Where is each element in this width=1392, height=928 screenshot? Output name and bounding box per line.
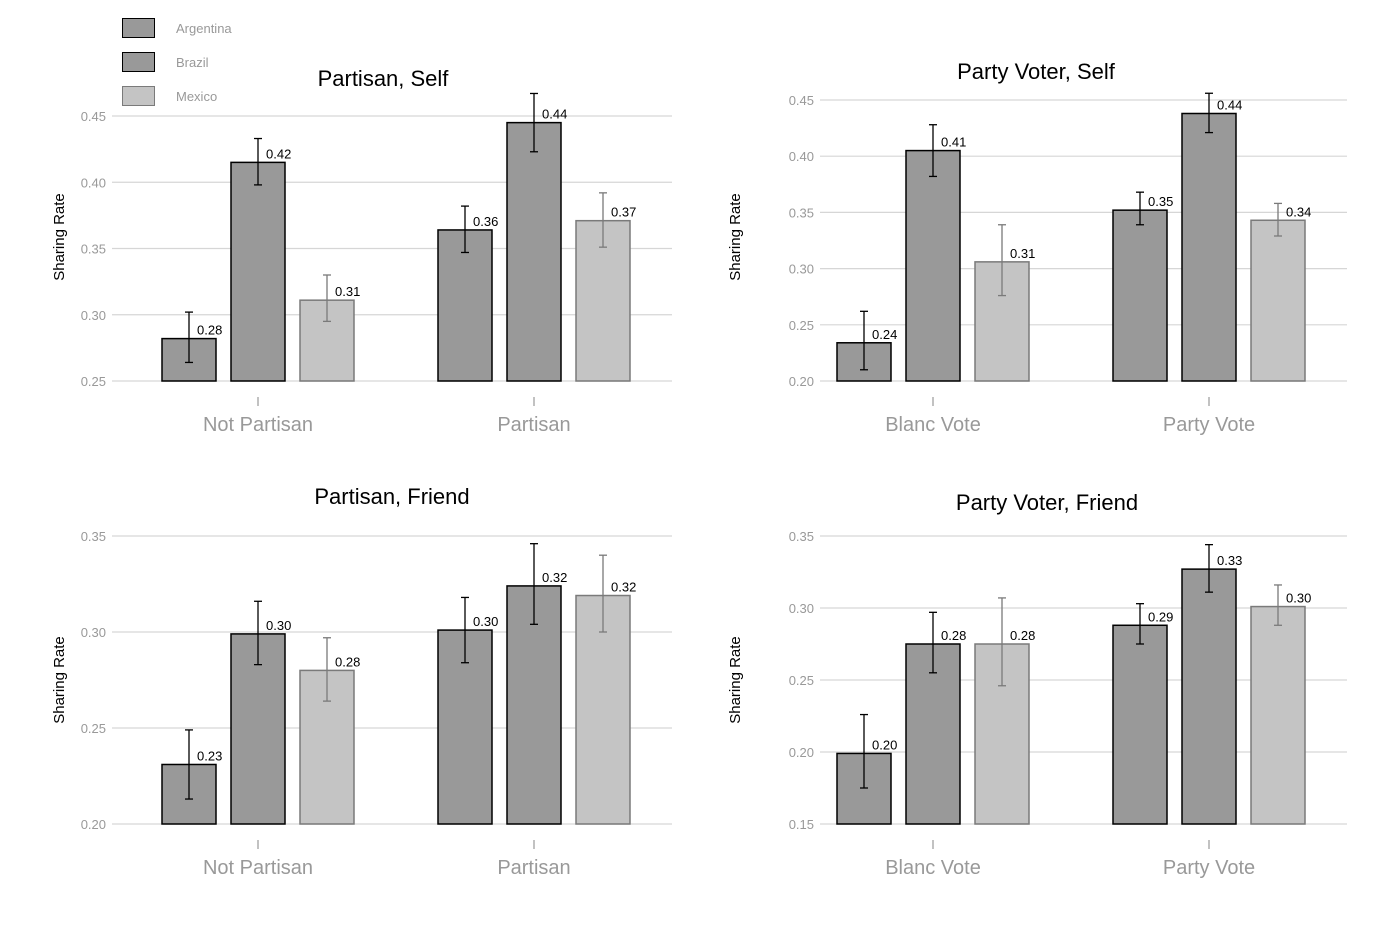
legend-swatch-mexico bbox=[122, 86, 155, 106]
data-label-mexico: 0.34 bbox=[1286, 204, 1311, 219]
data-label-argentina: 0.29 bbox=[1148, 609, 1173, 624]
bar-brazil bbox=[230, 633, 286, 825]
data-label-mexico: 0.31 bbox=[335, 284, 360, 299]
y-tick-label: 0.15 bbox=[789, 817, 814, 832]
data-label-mexico: 0.31 bbox=[1010, 246, 1035, 261]
y-tick-label: 0.25 bbox=[81, 374, 106, 389]
y-axis-label: Sharing Rate bbox=[51, 636, 68, 724]
data-label-brazil: 0.32 bbox=[542, 570, 567, 585]
y-tick-label: 0.45 bbox=[789, 93, 814, 108]
y-axis-label: Sharing Rate bbox=[727, 636, 744, 724]
y-tick-label: 0.20 bbox=[789, 374, 814, 389]
bar-mexico bbox=[1250, 219, 1306, 382]
bar-brazil bbox=[230, 161, 286, 382]
data-label-argentina: 0.24 bbox=[872, 327, 897, 342]
data-label-brazil: 0.30 bbox=[266, 618, 291, 633]
x-tick-label: Party Vote bbox=[1163, 414, 1255, 436]
legend-label-argentina: Argentina bbox=[176, 21, 232, 36]
y-tick-label: 0.40 bbox=[789, 149, 814, 164]
data-label-argentina: 0.28 bbox=[197, 323, 222, 338]
data-label-brazil: 0.42 bbox=[266, 146, 291, 161]
chart-title: Party Voter, Self bbox=[957, 59, 1116, 84]
bar-mexico bbox=[1250, 605, 1306, 825]
y-tick-label: 0.30 bbox=[789, 262, 814, 277]
x-tick-label: Partisan bbox=[497, 857, 570, 879]
chart-panel-3: 0.20 0.25 0.30 0.35 Partisan, Friend Sharing … bbox=[51, 484, 672, 879]
data-label-argentina: 0.30 bbox=[473, 614, 498, 629]
data-label-mexico: 0.37 bbox=[611, 205, 636, 220]
x-tick-label: Blanc Vote bbox=[885, 414, 981, 436]
legend-item-mexico: Mexico bbox=[122, 86, 282, 108]
data-label-brazil: 0.44 bbox=[1217, 97, 1242, 112]
chart-title: Partisan, Friend bbox=[314, 484, 469, 509]
legend-item-argentina: Argentina bbox=[122, 18, 282, 40]
legend-label-mexico: Mexico bbox=[176, 89, 218, 104]
chart-panel-4: 0.15 0.20 0.25 0.30 0.35 Party Voter, Friend S… bbox=[727, 490, 1347, 879]
data-label-argentina: 0.20 bbox=[872, 737, 897, 752]
data-label-brazil: 0.33 bbox=[1217, 553, 1242, 568]
data-label-brazil: 0.28 bbox=[941, 628, 966, 643]
y-tick-label: 0.25 bbox=[81, 721, 106, 736]
y-tick-label: 0.40 bbox=[81, 175, 106, 190]
x-tick-label: Party Vote bbox=[1163, 857, 1255, 879]
x-tick-label: Blanc Vote bbox=[885, 857, 981, 879]
bar-brazil bbox=[905, 149, 961, 382]
y-tick-label: 0.30 bbox=[789, 601, 814, 616]
y-axis-label: Sharing Rate bbox=[727, 193, 744, 281]
legend-swatch-argentina bbox=[122, 18, 155, 38]
chart-title: Partisan, Self bbox=[318, 66, 450, 91]
data-label-mexico: 0.32 bbox=[611, 580, 636, 595]
y-tick-label: 0.20 bbox=[81, 817, 106, 832]
y-tick-label: 0.25 bbox=[789, 318, 814, 333]
y-tick-label: 0.30 bbox=[81, 625, 106, 640]
bar-brazil bbox=[1181, 568, 1237, 825]
y-tick-label: 0.30 bbox=[81, 308, 106, 323]
x-tick-label: Not Partisan bbox=[203, 857, 313, 879]
data-label-brazil: 0.41 bbox=[941, 135, 966, 150]
legend-item-brazil: Brazil bbox=[122, 52, 282, 74]
legend-swatch-brazil bbox=[122, 52, 155, 72]
y-tick-label: 0.45 bbox=[81, 109, 106, 124]
chart-panel-2: 0.20 0.25 0.30 0.35 0.40 0.45 Party Voter, Sel… bbox=[727, 59, 1347, 436]
y-tick-label: 0.35 bbox=[81, 529, 106, 544]
data-label-brazil: 0.44 bbox=[542, 107, 567, 122]
bar-argentina bbox=[1112, 624, 1168, 825]
bar-brazil bbox=[1181, 112, 1237, 382]
bar-brazil bbox=[905, 643, 961, 825]
data-label-mexico: 0.30 bbox=[1286, 591, 1311, 606]
bar-argentina bbox=[437, 229, 493, 382]
bar-brazil bbox=[506, 121, 562, 382]
data-label-argentina: 0.23 bbox=[197, 748, 222, 763]
y-tick-label: 0.20 bbox=[789, 745, 814, 760]
x-tick-label: Not Partisan bbox=[203, 414, 313, 436]
bar-argentina bbox=[1112, 209, 1168, 382]
data-label-mexico: 0.28 bbox=[335, 654, 360, 669]
y-tick-label: 0.25 bbox=[789, 673, 814, 688]
x-tick-label: Partisan bbox=[497, 414, 570, 436]
y-tick-label: 0.35 bbox=[789, 529, 814, 544]
data-label-mexico: 0.28 bbox=[1010, 628, 1035, 643]
y-tick-label: 0.35 bbox=[789, 205, 814, 220]
data-label-argentina: 0.36 bbox=[473, 214, 498, 229]
y-tick-label: 0.35 bbox=[81, 242, 106, 257]
chart-title: Party Voter, Friend bbox=[956, 490, 1138, 515]
chart-panel-1: 0.25 0.30 0.35 0.40 0.45 Partisan, Self Sharin… bbox=[51, 66, 672, 436]
legend-label-brazil: Brazil bbox=[176, 55, 209, 70]
y-axis-label: Sharing Rate bbox=[51, 193, 68, 281]
data-label-argentina: 0.35 bbox=[1148, 194, 1173, 209]
